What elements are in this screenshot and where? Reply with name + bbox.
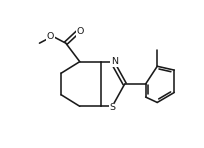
Text: O: O (47, 32, 54, 41)
Text: S: S (109, 103, 115, 112)
Text: O: O (77, 27, 84, 36)
Text: N: N (111, 57, 118, 66)
